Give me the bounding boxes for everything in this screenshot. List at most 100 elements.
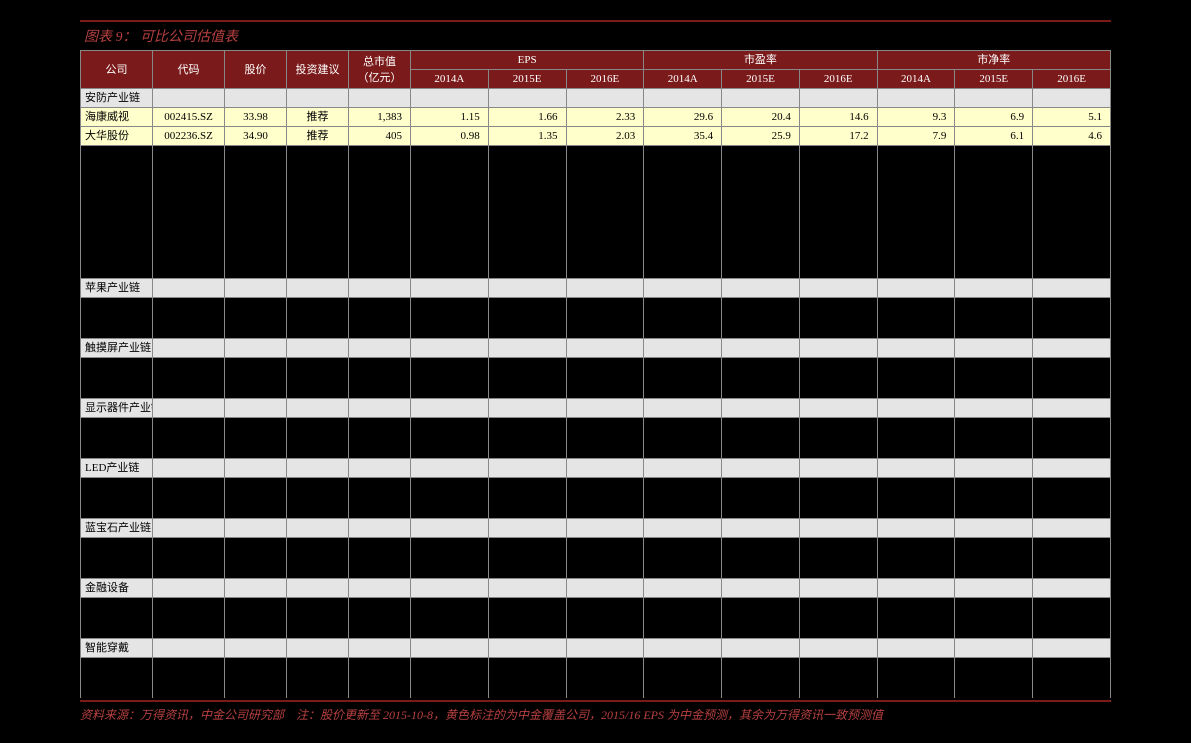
table-cell — [722, 639, 800, 658]
table-cell: 推荐 — [287, 108, 349, 127]
table-cell — [1033, 298, 1111, 339]
table-cell — [287, 298, 349, 339]
table-cell — [877, 478, 955, 519]
table-cell — [1033, 598, 1111, 639]
header-eps: EPS — [411, 51, 644, 70]
table-cell — [799, 89, 877, 108]
table-cell — [955, 459, 1033, 478]
table-cell — [225, 89, 287, 108]
table-cell — [722, 418, 800, 459]
table-cell — [955, 399, 1033, 418]
table-cell — [1033, 89, 1111, 108]
table-body: 安防产业链海康威视002415.SZ33.98推荐1,3831.151.662.… — [81, 89, 1111, 699]
table-cell — [488, 399, 566, 418]
table-cell — [153, 279, 225, 298]
gap-row — [81, 298, 1111, 339]
table-cell: 33.98 — [225, 108, 287, 127]
table-cell — [955, 538, 1033, 579]
table-cell — [81, 538, 153, 579]
table-cell — [566, 658, 644, 699]
table-cell — [722, 478, 800, 519]
table-cell — [349, 339, 411, 358]
table-cell: 1,383 — [349, 108, 411, 127]
table-cell — [287, 358, 349, 399]
table-cell — [225, 459, 287, 478]
table-cell — [722, 358, 800, 399]
table-cell — [566, 339, 644, 358]
table-cell: 1.35 — [488, 127, 566, 146]
table-cell — [1033, 658, 1111, 699]
table-cell — [81, 418, 153, 459]
gap-row — [81, 358, 1111, 399]
table-cell — [488, 519, 566, 538]
table-cell — [1033, 478, 1111, 519]
table-cell — [566, 639, 644, 658]
table-header: 公司 代码 股价 投资建议 总市值（亿元） EPS 市盈率 市净率 2014A … — [81, 51, 1111, 89]
table-cell — [566, 399, 644, 418]
table-cell — [955, 146, 1033, 279]
table-cell — [955, 658, 1033, 699]
table-cell — [877, 89, 955, 108]
table-cell: 金融设备 — [81, 579, 153, 598]
table-cell: 2.03 — [566, 127, 644, 146]
table-cell — [722, 519, 800, 538]
table-cell: 苹果产业链 — [81, 279, 153, 298]
table-cell — [153, 146, 225, 279]
table-cell — [349, 146, 411, 279]
header-rating: 投资建议 — [287, 51, 349, 89]
table-cell: 蓝宝石产业链 — [81, 519, 153, 538]
table-cell: 17.2 — [799, 127, 877, 146]
table-cell — [722, 339, 800, 358]
section-row: 显示器件产业链 — [81, 399, 1111, 418]
table-cell — [566, 418, 644, 459]
table-cell — [566, 279, 644, 298]
table-cell — [411, 639, 489, 658]
table-cell — [287, 459, 349, 478]
table-cell — [1033, 639, 1111, 658]
header-pb-2016e: 2016E — [1033, 70, 1111, 89]
gap-row — [81, 598, 1111, 639]
table-cell — [1033, 146, 1111, 279]
section-row: 苹果产业链 — [81, 279, 1111, 298]
table-cell — [799, 358, 877, 399]
table-cell — [225, 399, 287, 418]
table-cell — [877, 418, 955, 459]
table-cell — [349, 658, 411, 699]
table-cell: 0.98 — [411, 127, 489, 146]
table-cell: 显示器件产业链 — [81, 399, 153, 418]
table-cell — [81, 358, 153, 399]
table-cell — [411, 279, 489, 298]
table-cell — [81, 478, 153, 519]
table-cell — [877, 579, 955, 598]
table-cell — [877, 358, 955, 399]
table-cell — [566, 358, 644, 399]
header-eps-2016e: 2016E — [566, 70, 644, 89]
table-cell — [349, 298, 411, 339]
table-cell — [955, 579, 1033, 598]
table-cell — [877, 279, 955, 298]
table-cell — [877, 339, 955, 358]
table-cell: 29.6 — [644, 108, 722, 127]
table-cell — [955, 639, 1033, 658]
table-cell — [566, 89, 644, 108]
table-cell — [1033, 358, 1111, 399]
table-cell: 安防产业链 — [81, 89, 153, 108]
table-cell — [955, 418, 1033, 459]
table-cell — [287, 418, 349, 459]
table-cell — [955, 519, 1033, 538]
section-row: 智能穿戴 — [81, 639, 1111, 658]
table-cell — [566, 478, 644, 519]
table-cell — [644, 519, 722, 538]
table-cell — [349, 639, 411, 658]
table-cell — [955, 89, 1033, 108]
table-cell — [722, 89, 800, 108]
table-cell — [566, 298, 644, 339]
table-cell — [955, 478, 1033, 519]
table-cell — [349, 358, 411, 399]
table-cell — [644, 579, 722, 598]
table-cell — [349, 519, 411, 538]
section-row: LED产业链 — [81, 459, 1111, 478]
table-cell — [287, 538, 349, 579]
table-cell: 4.6 — [1033, 127, 1111, 146]
table-cell — [1033, 339, 1111, 358]
